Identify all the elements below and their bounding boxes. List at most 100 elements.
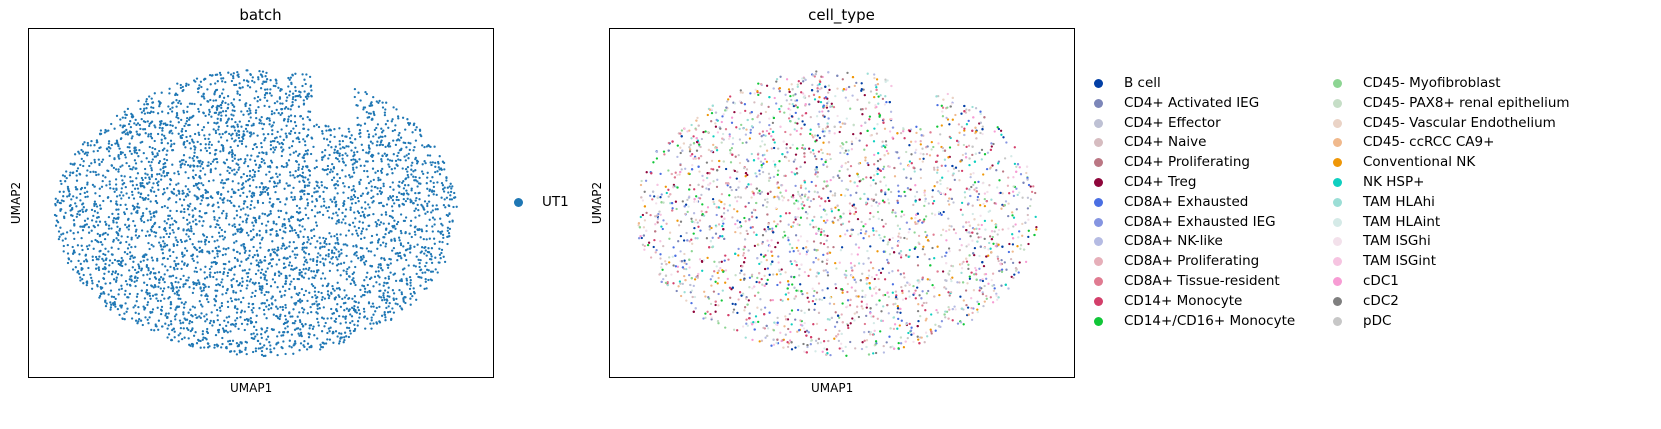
scatter-point	[198, 250, 201, 253]
scatter-point	[392, 188, 395, 191]
scatter-point	[121, 151, 124, 154]
scatter-point	[223, 236, 227, 239]
scatter-point	[764, 230, 768, 233]
scatter-point	[233, 217, 236, 220]
scatter-point	[337, 242, 340, 246]
scatter-point	[234, 232, 237, 235]
scatter-point	[153, 276, 157, 279]
scatter-point	[341, 160, 345, 163]
scatter-point	[135, 295, 139, 298]
scatter-point	[342, 269, 345, 272]
scatter-point	[675, 289, 678, 293]
scatter-point	[315, 300, 318, 303]
scatter-point	[270, 307, 273, 310]
scatter-point	[772, 273, 775, 276]
scatter-point	[252, 332, 255, 335]
scatter-point	[326, 290, 330, 293]
scatter-point	[424, 212, 427, 215]
scatter-point	[400, 257, 403, 260]
scatter-point	[153, 124, 156, 127]
scatter-point	[200, 95, 204, 98]
scatter-point	[380, 131, 384, 134]
scatter-point	[150, 328, 153, 332]
scatter-point	[286, 120, 290, 123]
scatter-point	[333, 252, 336, 255]
scatter-point	[251, 76, 254, 79]
scatter-point	[402, 273, 405, 276]
scatter-point	[299, 195, 303, 198]
scatter-point	[342, 204, 345, 208]
scatter-point	[119, 260, 123, 264]
scatter-point	[192, 177, 195, 180]
scatter-point	[222, 77, 225, 80]
scatter-point	[416, 228, 420, 232]
scatter-point	[172, 327, 175, 330]
scatter-point	[208, 146, 211, 150]
scatter-point	[354, 283, 357, 287]
scatter-point	[116, 260, 119, 263]
scatter-point	[179, 322, 182, 325]
scatter-point	[357, 123, 360, 126]
scatter-point	[98, 187, 101, 190]
scatter-point	[343, 185, 346, 188]
scatter-point	[392, 297, 395, 300]
scatter-point	[124, 156, 127, 159]
scatter-point	[376, 247, 379, 250]
scatter-point	[237, 205, 241, 208]
scatter-point	[302, 99, 305, 102]
scatter-point	[78, 152, 81, 155]
scatter-point	[101, 257, 104, 261]
scatter-point	[175, 256, 178, 259]
scatter-point	[409, 142, 412, 145]
scatter-point	[292, 277, 295, 281]
scatter-point	[356, 306, 360, 309]
scatter-point	[109, 200, 113, 203]
scatter-point	[369, 140, 373, 143]
scatter-point	[333, 128, 336, 131]
scatter-point	[209, 271, 212, 274]
scatter-point	[235, 317, 239, 320]
scatter-point	[451, 185, 454, 188]
scatter-point	[124, 185, 127, 189]
scatter-point	[82, 160, 85, 163]
scatter-point	[220, 101, 224, 105]
scatter-point	[265, 290, 268, 294]
scatter-point	[280, 346, 283, 349]
scatter-point	[408, 232, 411, 235]
scatter-point	[933, 257, 936, 260]
scatter-point	[142, 274, 145, 277]
scatter-point	[315, 271, 319, 274]
scatter-point	[222, 209, 225, 213]
scatter-point	[245, 279, 249, 282]
scatter-point	[410, 168, 413, 171]
legend-label: CD4+ Proliferating	[1124, 154, 1250, 171]
scatter-point	[201, 194, 205, 197]
scatter-point	[118, 147, 121, 150]
scatter-point	[256, 254, 260, 257]
scatter-point	[160, 309, 163, 312]
scatter-point	[134, 245, 137, 248]
scatter-point	[58, 190, 61, 193]
scatter-point	[302, 123, 305, 126]
scatter-point	[271, 303, 274, 306]
scatter-point	[123, 211, 126, 214]
scatter-point	[812, 197, 815, 201]
scatter-point	[120, 287, 123, 290]
scatter-point	[276, 233, 279, 236]
scatter-point	[923, 253, 926, 256]
scatter-point	[937, 189, 940, 193]
scatter-point	[271, 124, 274, 127]
scatter-point	[349, 140, 352, 144]
scatter-point	[288, 220, 291, 223]
legend-label: TAM ISGint	[1363, 253, 1436, 270]
scatter-point	[718, 165, 721, 169]
scatter-point	[296, 175, 299, 178]
scatter-point	[313, 334, 316, 337]
scatter-point	[235, 353, 239, 356]
scatter-point	[364, 207, 367, 210]
scatter-point	[388, 310, 392, 313]
scatter-point	[343, 331, 347, 334]
scatter-point	[409, 297, 412, 300]
scatter-point	[182, 283, 185, 286]
scatter-point	[325, 284, 329, 288]
